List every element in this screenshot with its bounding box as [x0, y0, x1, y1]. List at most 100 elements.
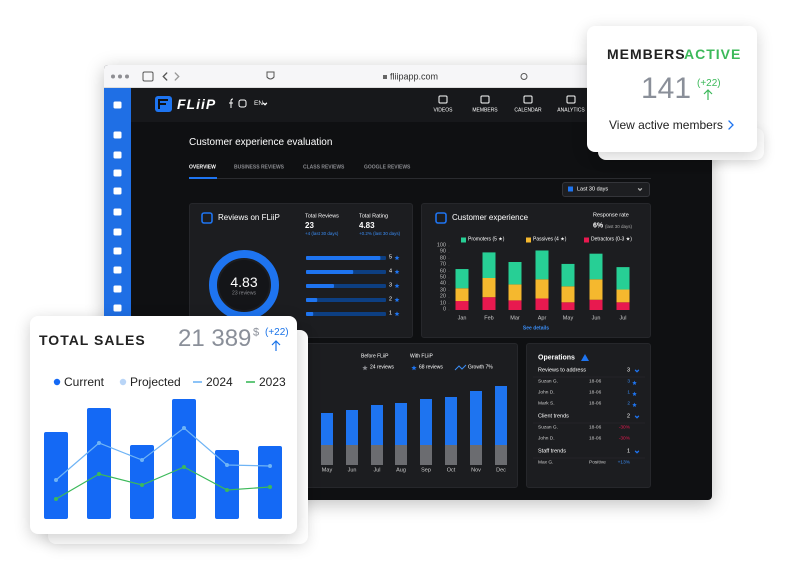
sidebar-icon[interactable]	[113, 266, 122, 274]
bar-segment	[420, 445, 432, 465]
tab[interactable]: CLASS REVIEWS	[303, 164, 345, 171]
legend-swatch	[461, 237, 466, 243]
stat-change: +4 (last 30 days)	[305, 230, 339, 236]
members-change: (+22)	[697, 78, 721, 89]
card-title: Reviews on FLiiP	[218, 213, 280, 222]
star-icon	[394, 311, 400, 317]
x-tick-label: Oct	[446, 467, 456, 474]
row-value: 2	[627, 401, 630, 407]
y-tick-label: 20	[439, 293, 446, 300]
x-tick-label: May	[562, 315, 574, 322]
legend-value: 68 reviews	[419, 364, 443, 371]
nav-icon[interactable]	[523, 95, 533, 104]
y-tick-label: 50	[439, 274, 446, 281]
bar-segment	[445, 397, 457, 445]
nav-item[interactable]: CALENDAR	[514, 107, 542, 114]
bar-segment	[482, 252, 496, 278]
bar-segment	[561, 302, 575, 310]
star-icon	[411, 365, 417, 371]
line-point	[268, 464, 272, 468]
sidebar-icon[interactable]	[113, 285, 122, 293]
stat-label: Total Rating	[359, 213, 389, 220]
card-title: Operations	[538, 354, 575, 362]
nav-icon[interactable]	[480, 95, 490, 104]
bar-segment	[455, 288, 469, 302]
line-point	[97, 441, 101, 445]
language[interactable]: EN	[254, 99, 264, 107]
bar-segment	[561, 286, 575, 303]
chevron-icon	[728, 120, 734, 130]
sidebar-icon[interactable]	[113, 169, 122, 177]
row-name: John D.	[538, 436, 555, 442]
star-level: 3	[388, 282, 392, 289]
sidebar-icon[interactable]	[113, 228, 122, 236]
row-value: -30%	[618, 436, 630, 442]
y-tick-label: 30	[439, 287, 446, 294]
y-tick-label: 0	[442, 306, 446, 313]
sidebar-icon[interactable]	[113, 131, 122, 139]
bar-segment	[346, 445, 358, 465]
section-title: Staff trends	[538, 448, 567, 455]
row-name: Max G.	[538, 460, 554, 466]
star-bar	[306, 284, 334, 288]
tab[interactable]: BUSINESS REVIEWS	[234, 164, 285, 171]
x-tick-label: Nov	[471, 467, 481, 474]
sidebar-icon[interactable]	[113, 151, 122, 159]
nav-item[interactable]: MEMBERS	[472, 107, 498, 114]
star-track	[306, 298, 386, 302]
sales-value: 21 389	[178, 325, 252, 352]
row-detail: 18-06	[589, 379, 602, 385]
bar-segment	[616, 289, 630, 303]
row-value: 3	[627, 379, 630, 385]
x-tick-label: Feb	[484, 315, 494, 322]
bar-segment	[482, 278, 496, 298]
period-dropdown[interactable]	[562, 182, 650, 197]
x-tick-label: Jul	[619, 315, 627, 322]
line-point	[140, 483, 144, 487]
sidebar-icon[interactable]	[113, 187, 122, 195]
sidebar-icon[interactable]	[113, 101, 122, 109]
section-title: Client trends	[538, 413, 569, 420]
reload-icon[interactable]	[520, 73, 528, 80]
sidebar-toggle-icon[interactable]	[142, 71, 154, 82]
x-tick-label: May	[321, 467, 333, 474]
logo-text: FLiiP	[177, 96, 217, 112]
sidebar-icon[interactable]	[113, 247, 122, 255]
facebook-icon[interactable]	[229, 98, 234, 108]
sales-change: (+22)	[265, 327, 289, 338]
y-tick-label: 60	[439, 267, 446, 274]
y-tick-label: 70	[439, 261, 446, 268]
period[interactable]: Last 30 days	[577, 185, 609, 192]
bar-segment	[455, 301, 469, 310]
tab[interactable]: OVERVIEW	[189, 164, 216, 171]
members-link[interactable]: View active members	[609, 118, 723, 132]
nav-item[interactable]: VIDEOS	[433, 107, 453, 114]
line-point	[182, 465, 186, 469]
nav-item[interactable]: ANALYTICS	[557, 107, 585, 114]
members-count: 141	[641, 72, 692, 105]
sidebar-icon[interactable]	[113, 304, 122, 312]
details-link[interactable]: See details	[522, 325, 550, 332]
bar-segment	[395, 403, 407, 445]
instagram-icon[interactable]	[238, 99, 247, 108]
bar-segment	[589, 253, 603, 280]
nav-icon[interactable]	[566, 95, 576, 104]
star-track	[306, 312, 386, 316]
legend-label: 2024	[206, 375, 233, 389]
rating: 4.83	[230, 274, 258, 290]
star-level: 5	[388, 254, 392, 261]
active-tab-underline[interactable]	[189, 177, 217, 179]
bar-segment	[508, 300, 522, 310]
tab[interactable]: GOOGLE REVIEWS	[364, 164, 411, 171]
logo-f	[158, 99, 168, 109]
legend-label: Detractors (0-3 ★)	[591, 236, 632, 243]
sidebar-icon[interactable]	[113, 208, 122, 216]
row-detail: 18-06	[589, 425, 602, 431]
nav-icon[interactable]	[438, 95, 448, 104]
bar	[258, 446, 282, 519]
legend-dot	[53, 378, 61, 386]
bar-segment	[470, 445, 482, 465]
response-label: Response rate	[593, 212, 629, 219]
star-icon	[394, 269, 400, 275]
